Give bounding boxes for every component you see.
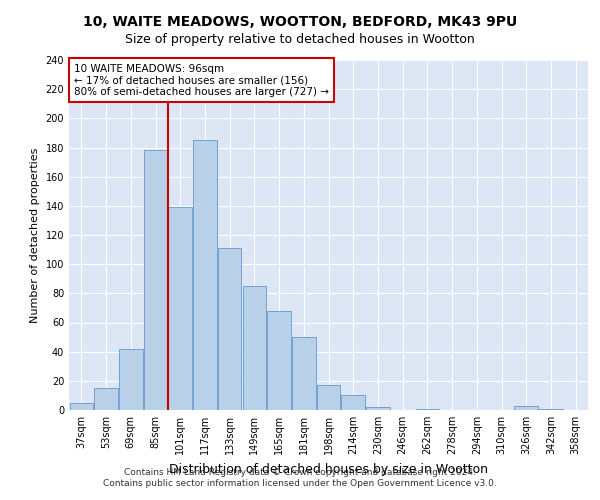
Text: 10 WAITE MEADOWS: 96sqm
← 17% of detached houses are smaller (156)
80% of semi-d: 10 WAITE MEADOWS: 96sqm ← 17% of detache…	[74, 64, 329, 96]
Bar	[218, 248, 241, 410]
Bar	[193, 140, 217, 410]
Bar	[341, 396, 365, 410]
Bar	[292, 337, 316, 410]
Text: 10, WAITE MEADOWS, WOOTTON, BEDFORD, MK43 9PU: 10, WAITE MEADOWS, WOOTTON, BEDFORD, MK4…	[83, 15, 517, 29]
Text: Contains HM Land Registry data © Crown copyright and database right 2024.
Contai: Contains HM Land Registry data © Crown c…	[103, 468, 497, 487]
Bar	[119, 349, 143, 410]
Bar	[416, 408, 439, 410]
Bar	[70, 402, 93, 410]
Bar	[514, 406, 538, 410]
Bar	[169, 208, 192, 410]
Text: Size of property relative to detached houses in Wootton: Size of property relative to detached ho…	[125, 32, 475, 46]
Y-axis label: Number of detached properties: Number of detached properties	[30, 148, 40, 322]
Bar	[539, 408, 563, 410]
X-axis label: Distribution of detached houses by size in Wootton: Distribution of detached houses by size …	[169, 462, 488, 475]
Bar	[268, 311, 291, 410]
Bar	[366, 407, 389, 410]
Bar	[242, 286, 266, 410]
Bar	[94, 388, 118, 410]
Bar	[144, 150, 167, 410]
Bar	[317, 385, 340, 410]
